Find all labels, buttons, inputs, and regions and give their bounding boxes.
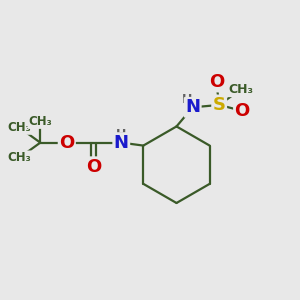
Text: CH₃: CH₃ — [7, 121, 31, 134]
Text: H: H — [182, 93, 192, 106]
Text: CH₃: CH₃ — [28, 115, 52, 128]
Text: O: O — [208, 73, 224, 91]
Text: CH₃: CH₃ — [7, 152, 31, 164]
Text: O: O — [59, 134, 74, 152]
Text: N: N — [185, 98, 200, 116]
Text: H: H — [116, 128, 127, 141]
Text: S: S — [213, 96, 226, 114]
Text: O: O — [235, 102, 250, 120]
Text: CH₃: CH₃ — [228, 83, 253, 96]
Text: N: N — [114, 134, 129, 152]
Text: O: O — [86, 158, 101, 176]
